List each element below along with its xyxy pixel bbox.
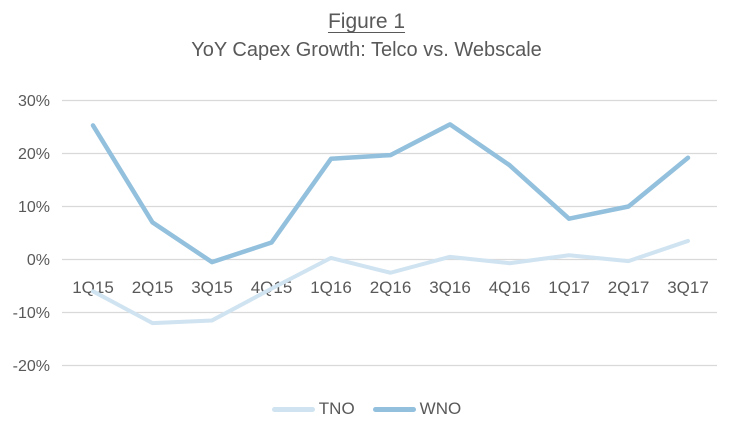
- wno-line-swatch: [372, 406, 416, 412]
- chart-legend: TNO WNO: [0, 398, 733, 420]
- series-line-tno: [91, 238, 690, 326]
- x-axis-tick-label: 1Q16: [310, 278, 352, 297]
- y-axis-tick-label: 10%: [18, 199, 50, 216]
- y-axis-tick-label: 20%: [18, 146, 50, 163]
- series-line-wno: [90, 122, 691, 265]
- chart-title: YoY Capex Growth: Telco vs. Webscale: [191, 39, 542, 61]
- x-axis-tick-label: 3Q16: [429, 278, 471, 297]
- x-axis-tick-label: 4Q16: [489, 278, 531, 297]
- x-axis-tick-label: 2Q17: [608, 278, 650, 297]
- tno-line-swatch: [271, 406, 315, 412]
- y-axis-tick-label: 30%: [18, 93, 50, 110]
- x-axis-tick-label: 2Q16: [370, 278, 412, 297]
- line-chart-plot-area: 30%20%10%0%-10%-20%1Q15 2Q15 3Q15 4Q15 1Q16 2…: [13, 93, 717, 375]
- x-axis-tick-label: 1Q17: [548, 278, 590, 297]
- legend-item-wno[interactable]: WNO: [372, 399, 462, 419]
- legend-label-tno: TNO: [318, 399, 355, 418]
- x-axis-tick-label: 3Q15: [191, 278, 233, 297]
- legend-label-wno: WNO: [419, 399, 462, 418]
- y-axis-tick-label: -10%: [13, 305, 50, 322]
- y-axis-tick-label: 0%: [27, 252, 50, 269]
- y-axis-tick-label: -20%: [13, 358, 50, 375]
- x-axis-tick-label: 2Q15: [132, 278, 174, 297]
- x-axis-tick-label: 3Q17: [667, 278, 709, 297]
- legend-item-tno[interactable]: TNO: [271, 399, 355, 419]
- x-axis-tick-label: 1Q15: [72, 278, 114, 297]
- figure-title: Figure 1: [327, 10, 406, 33]
